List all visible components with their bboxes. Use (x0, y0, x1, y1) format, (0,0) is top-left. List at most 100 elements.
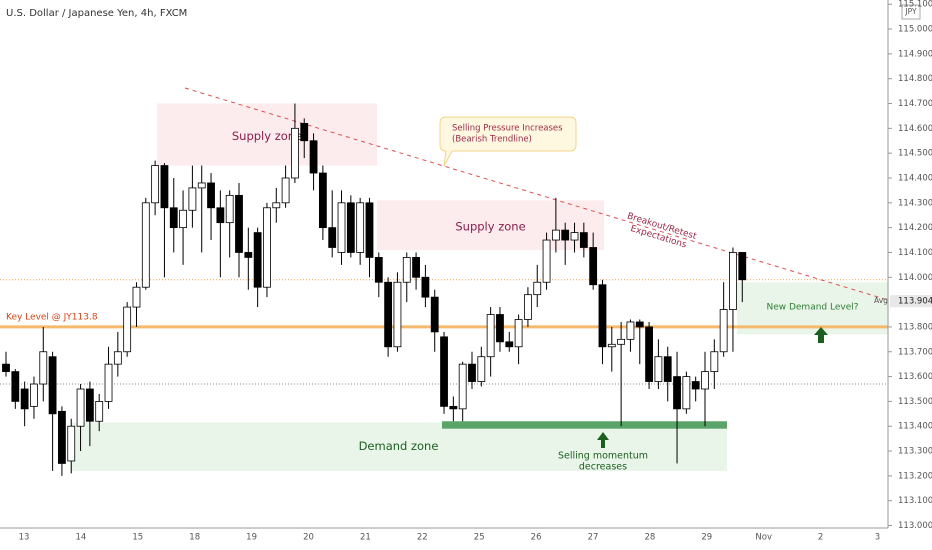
candle-body (188, 187, 197, 211)
candle-body (710, 351, 719, 373)
zone (377, 200, 604, 250)
candle-body (589, 247, 598, 286)
candle-body (123, 306, 132, 353)
candle-body (216, 207, 225, 224)
x-tick-label: 25 (474, 533, 485, 543)
candle-body (328, 227, 337, 248)
candle-body (318, 172, 327, 229)
candle-body (430, 296, 439, 333)
candle-body (533, 281, 542, 296)
candle-body (645, 326, 653, 382)
candle-body (225, 194, 234, 224)
candle-body (11, 371, 20, 402)
candle-body (48, 356, 57, 415)
candle-body (374, 257, 383, 283)
y-tick-label: 113.400 (898, 422, 932, 432)
candle-body (449, 405, 458, 410)
currency: JPY (904, 7, 917, 16)
candle-body (579, 232, 588, 248)
callout-text: Selling Pressure Increases (452, 124, 563, 134)
candle-body (179, 209, 187, 229)
candle-body (626, 321, 635, 340)
arrow-up (597, 432, 609, 448)
zone-label: New Demand Level? (766, 303, 858, 313)
y-tick-label: 113.300 (898, 447, 932, 457)
x-tick-label: 26 (531, 533, 542, 543)
x-tick-label: 22 (417, 533, 428, 543)
y-tick-label: 114.700 (898, 99, 932, 109)
candle-body (263, 207, 271, 288)
candle-body (141, 202, 150, 288)
y-tick-label: 113.200 (898, 471, 932, 481)
candles (2, 103, 747, 476)
candle-body (561, 229, 570, 241)
zone-label: Demand zone (359, 439, 439, 453)
y-tick-label: 114.400 (898, 173, 932, 183)
candle-body (346, 202, 355, 253)
candle-body (384, 281, 393, 348)
candle-body (654, 356, 663, 382)
candle-body (151, 165, 160, 204)
x-tick-label: 15 (132, 533, 143, 543)
candle-body (169, 207, 178, 229)
avg-name: Avg (874, 296, 888, 305)
chart-title: U.S. Dollar / Japanese Yen, 4h, FXCM (6, 8, 187, 19)
candle-body (598, 284, 607, 348)
candle-body (309, 140, 318, 174)
candle-body (365, 202, 374, 258)
y-tick-label: 114.800 (898, 74, 932, 84)
y-tick-label: 114.600 (898, 124, 932, 134)
candle-body (281, 177, 290, 204)
candle-body (691, 381, 700, 390)
avg-label: 113.904 (898, 297, 932, 307)
candle-body (132, 286, 141, 308)
candle-body (160, 165, 169, 209)
candle-body (356, 202, 365, 253)
candle-body (663, 356, 672, 382)
x-tick-label: 29 (701, 533, 712, 543)
y-tick-label: 114.000 (898, 273, 932, 283)
zone (70, 422, 727, 471)
y-tick-label: 114.100 (898, 248, 932, 258)
candle-body (76, 388, 85, 427)
y-tick-label: 113.800 (898, 322, 932, 332)
y-tick-label: 115.100 (898, 0, 932, 10)
candle-body (617, 338, 626, 345)
y-tick-label: 113.700 (898, 347, 932, 357)
callout-box (439, 116, 577, 167)
candle-body (719, 309, 728, 353)
candle-body (235, 194, 243, 253)
y-tick-label: 114.500 (898, 149, 932, 159)
candle-body (635, 321, 644, 328)
y-tick-label: 113.000 (898, 521, 932, 531)
candle-body (682, 376, 691, 410)
candle-body (20, 388, 29, 410)
candle-body (570, 232, 579, 241)
zone-label: Supply zone (455, 220, 525, 234)
candle-body (337, 202, 346, 253)
candle-body (197, 182, 206, 189)
candle-body (551, 229, 560, 241)
candle-body (505, 341, 514, 348)
y-tick-label: 114.300 (898, 198, 932, 208)
candle-body (496, 314, 504, 343)
candle-body (30, 383, 38, 407)
x-tick-label: 19 (246, 533, 257, 543)
candle-body (486, 314, 495, 358)
candle-body (104, 363, 113, 402)
callout-text: (Bearish Trendline) (452, 135, 532, 145)
candle-body (253, 232, 262, 288)
currency-box (901, 4, 921, 20)
x-tick-label: Nov (755, 533, 772, 543)
key-level-label: Key Level @ JY113.8 (6, 312, 98, 322)
support-line (442, 421, 727, 429)
y-tick-label: 113.600 (898, 372, 932, 382)
candle-body (701, 371, 709, 390)
x-tick-label: 14 (75, 533, 86, 543)
candle-body (514, 319, 523, 348)
candle-body (673, 376, 681, 410)
x-tick-label: 21 (360, 533, 371, 543)
x-tick-label: 3 (875, 533, 880, 543)
candle-body (524, 294, 532, 320)
